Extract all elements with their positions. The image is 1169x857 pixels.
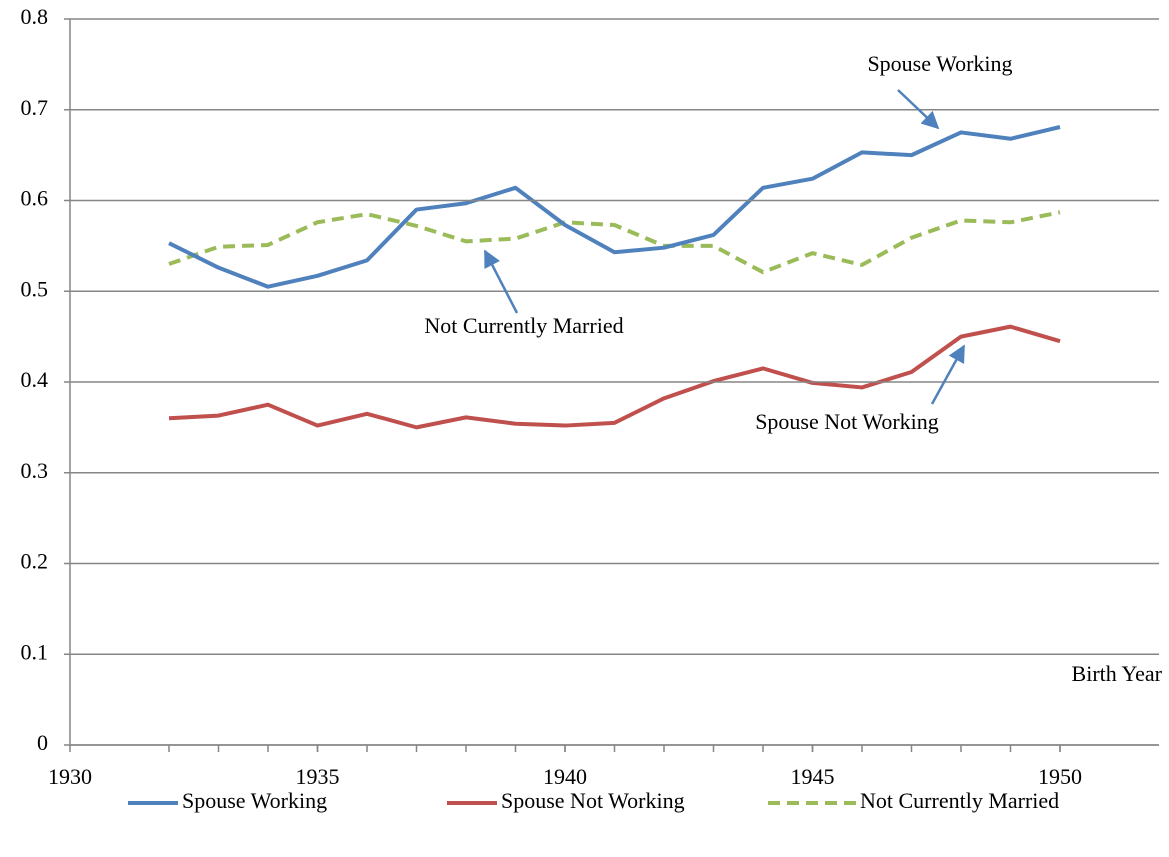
series-line: [168, 324, 1061, 430]
series-line: [168, 210, 1061, 275]
y-tick-label: 0.8: [21, 4, 49, 29]
x-tick-label: 1935: [296, 764, 340, 789]
annotation: Not Currently Married: [424, 313, 623, 338]
y-tick-label: 0.4: [21, 367, 49, 392]
y-tick-label: 0: [37, 730, 48, 755]
legend-label: Spouse Working: [182, 788, 327, 813]
annotation: Spouse Not Working: [755, 409, 939, 434]
annotation-arrow: [930, 344, 966, 405]
y-tick-label: 0.6: [21, 186, 49, 211]
y-tick-label: 0.5: [21, 276, 49, 301]
y-tick-label: 0.1: [21, 639, 49, 664]
legend-label: Not Currently Married: [860, 788, 1059, 813]
annotation-arrow: [897, 89, 940, 130]
x-tick-label: 1945: [791, 764, 835, 789]
y-tick-label: 0.2: [21, 549, 49, 574]
annotation-arrow: [483, 249, 519, 314]
series-line: [168, 125, 1061, 289]
y-tick-label: 0.7: [21, 95, 49, 120]
annotation: Spouse Working: [867, 51, 1012, 76]
y-tick-label: 0.3: [21, 458, 49, 483]
x-tick-label: 1930: [48, 764, 92, 789]
x-tick-label: 1940: [543, 764, 587, 789]
x-axis-label: Birth Year: [1072, 661, 1163, 686]
legend-label: Spouse Not Working: [501, 788, 685, 813]
x-tick-label: 1950: [1038, 764, 1082, 789]
